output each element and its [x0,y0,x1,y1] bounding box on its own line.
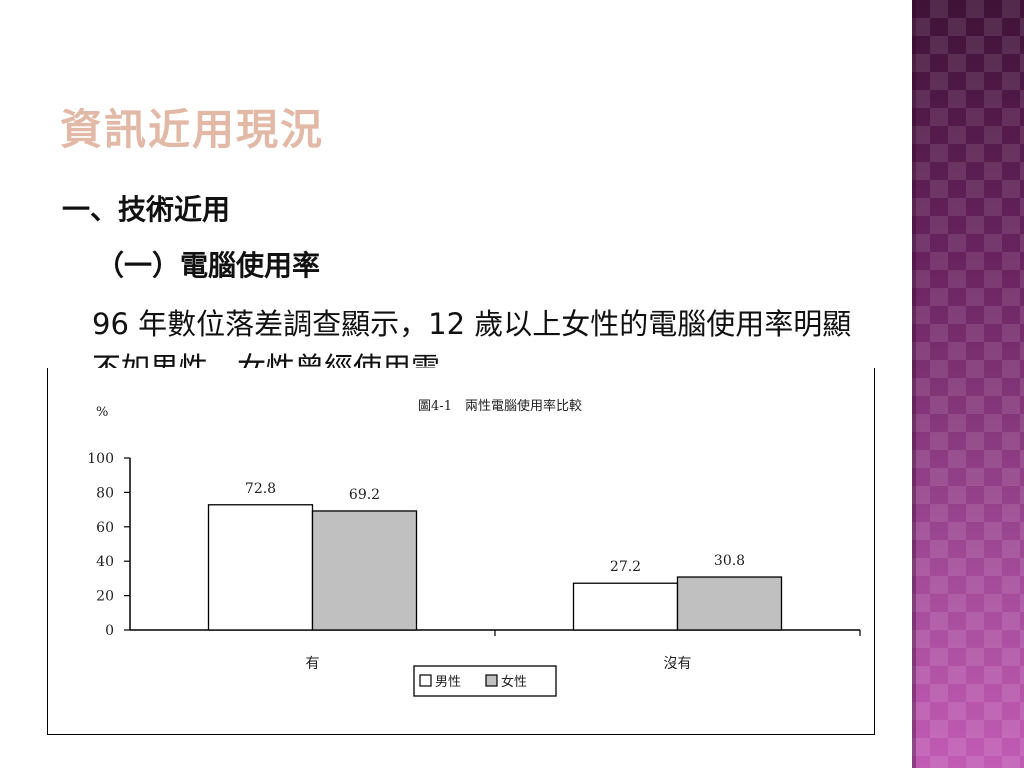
body-paragraph: 96 年數位落差調查顯示，12 歲以上女性的電腦使用率明顯不如男性，女性曾經使用… [92,307,852,370]
y-tick-label: 100 [87,451,114,467]
y-tick-label: 80 [96,485,114,501]
y-tick-label: 0 [105,623,114,639]
data-label: 27.2 [610,559,641,575]
y-tick-label: 20 [96,589,114,605]
legend-swatch [419,674,432,687]
section-heading: 一、技術近用 [62,193,231,226]
bar [572,582,679,631]
bar [676,576,783,631]
y-axis-label: % [96,405,108,420]
data-label: 30.8 [714,553,745,569]
subsection-heading: （一）電腦使用率 [96,249,321,282]
chart-title: 圖4-1 兩性電腦使用率比較 [418,398,582,414]
decorative-side-panel [912,0,1024,768]
data-label: 69.2 [349,487,380,503]
x-tick-label: 沒有 [664,655,692,672]
slide: 資訊近用現況 一、技術近用 （一）電腦使用率 96 年數位落差調查顯示，12 歲… [47,105,875,735]
legend-label: 男性 [435,675,461,690]
y-tick-label: 40 [96,554,114,570]
y-tick-label: 60 [96,520,114,536]
chart-image: 圖4-1 兩性電腦使用率比較% 0 20 40 60 80 100 72.8 69.2 有 27.2… [47,368,875,735]
x-tick-label: 有 [306,656,320,672]
legend-swatch [485,674,498,687]
slide-title: 資訊近用現況 [60,105,325,154]
bar [311,510,418,631]
bar [207,504,314,631]
data-label: 72.8 [245,481,276,497]
side-panel-divider [912,0,916,768]
bar-chart: 圖4-1 兩性電腦使用率比較% 0 20 40 60 80 100 72.8 69.2 有 27.2… [87,398,861,697]
legend-box [413,665,557,697]
legend-label: 女性 [501,674,527,690]
